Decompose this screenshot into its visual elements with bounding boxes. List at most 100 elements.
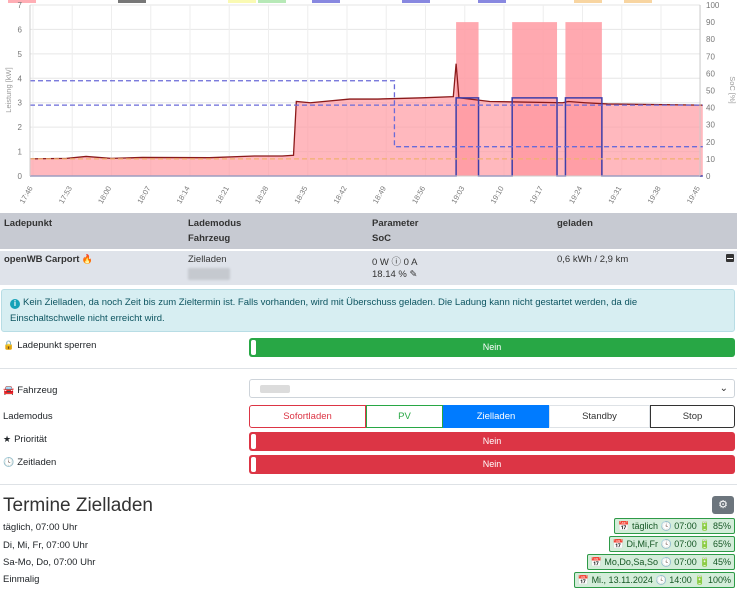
clock-icon: 🕓 [660, 521, 672, 531]
soc-step-line [30, 97, 703, 177]
divider [0, 484, 737, 485]
vehicle-label: 🚘 Fahrzeug [3, 385, 58, 396]
clock-icon: 🕓 [655, 575, 667, 585]
timed-toggle[interactable]: Nein [249, 455, 735, 474]
timed-label: 🕓 Zeitladen [3, 457, 57, 468]
x-tick-label: 18:28 [253, 185, 270, 206]
schedule-line: Sa-Mo, Do, 07:00 Uhr [3, 557, 96, 568]
mode-stop-button[interactable]: Stop [650, 405, 735, 428]
mode-pv-button[interactable]: PV [366, 405, 443, 428]
y-tick-label: 0 [18, 172, 23, 181]
legend-swatch [8, 0, 36, 3]
y2-tick-label: 10 [706, 155, 715, 164]
power-area [30, 63, 703, 176]
clock-icon: 🕓 [660, 557, 672, 567]
legend-swatch [574, 0, 602, 3]
car-icon: 🚘 [3, 385, 15, 395]
legend-swatch [258, 0, 286, 3]
row-charged: 0,6 kWh / 2,9 km [557, 254, 629, 265]
header-fahrzeug: Fahrzeug [188, 233, 231, 244]
mode-standby-button[interactable]: Standby [549, 405, 650, 428]
x-tick-label: 19:31 [606, 185, 623, 206]
toggle-knob [251, 340, 256, 355]
y2-tick-label: 80 [706, 35, 715, 44]
schedule-badge[interactable]: 📅 Di,Mi,Fr 🕓 07:00 🔋 65% [608, 536, 735, 552]
x-tick-label: 18:07 [135, 185, 152, 206]
toggle-knob [251, 434, 256, 449]
collapse-icon[interactable] [726, 254, 734, 262]
legend-swatch [478, 0, 506, 3]
legend-swatch [118, 0, 146, 3]
y-tick-label: 4 [18, 74, 23, 83]
schedule-badge[interactable]: 📅 Mi., 13.11.2024 🕓 14:00 🔋 100% [573, 572, 735, 588]
mode-label: Lademodus [3, 411, 53, 422]
y2-tick-label: 0 [706, 172, 711, 181]
schedule-badge[interactable]: 📅 Mo,Do,Sa,So 🕓 07:00 🔋 45% [586, 554, 735, 570]
row-mode: Zielladen [188, 254, 227, 265]
legend-swatch [312, 0, 340, 3]
y-axis-title: Leistung [kW] [4, 67, 13, 112]
row-parameter: 0 W ⓘ 0 A [372, 257, 418, 268]
vehicle-name-blurred [188, 268, 230, 280]
mode-zielladen-button[interactable]: Zielladen [443, 405, 549, 428]
y2-tick-label: 30 [706, 121, 715, 130]
chevron-down-icon: ⌄ [719, 383, 728, 394]
star-icon: ★ [3, 434, 12, 444]
x-tick-label: 19:03 [449, 185, 466, 206]
x-tick-label: 18:21 [214, 185, 231, 206]
row-soc: 18.14 % ✎ [372, 269, 418, 280]
y-tick-label: 3 [18, 99, 23, 108]
y-tick-label: 1 [18, 148, 23, 157]
lock-icon: 🔒 [3, 340, 15, 350]
x-tick-label: 19:17 [528, 185, 545, 206]
mode-sofortladen-button[interactable]: Sofortladen [249, 405, 366, 428]
x-tick-label: 18:00 [96, 185, 113, 206]
legend-swatch [228, 0, 256, 3]
x-tick-label: 17:53 [57, 185, 74, 206]
x-tick-label: 19:24 [567, 185, 584, 206]
vehicle-select[interactable]: ⌄ [249, 379, 735, 398]
header-lademodus: Lademodus [188, 218, 242, 229]
x-tick-label: 18:35 [292, 185, 309, 206]
flame-icon: 🔥 [81, 254, 93, 264]
lock-label: 🔒 Ladepunkt sperren [3, 340, 97, 351]
chargepoint-name: openWB Carport 🔥 [4, 254, 93, 265]
x-tick-label: 19:38 [646, 185, 663, 206]
y-tick-label: 7 [18, 1, 23, 10]
car-battery-icon: 🔋 [699, 557, 711, 567]
info-icon: i [10, 299, 20, 309]
power-chart: 0 1 2 3 4 5 6 7 0 10 20 30 40 50 60 70 80 90 100 Leistung [… [0, 0, 737, 213]
schedule-title: Termine Zielladen [3, 495, 153, 516]
y2-tick-label: 60 [706, 69, 715, 78]
edit-icon[interactable]: ✎ [409, 269, 418, 280]
x-tick-label: 18:56 [410, 185, 427, 206]
car-battery-icon: 🔋 [699, 539, 711, 549]
table-header: Ladepunkt Lademodus Fahrzeug Parameter S… [0, 213, 737, 249]
power-line [29, 63, 703, 160]
priority-toggle[interactable]: Nein [249, 432, 735, 451]
y2-tick-label: 50 [706, 87, 715, 96]
settings-gear-icon[interactable]: ⚙ [712, 496, 734, 514]
alert-text-2: Einschaltschwelle nicht erreicht wird. [10, 313, 165, 324]
priority-label: ★ Priorität [3, 434, 47, 445]
y-tick-label: 6 [18, 25, 23, 34]
y2-tick-label: 100 [706, 1, 720, 10]
legend-swatch [624, 0, 652, 3]
divider [0, 368, 737, 369]
header-soc: SoC [372, 233, 391, 244]
blue-dashed-line [30, 80, 703, 148]
x-tick-label: 18:14 [175, 185, 192, 206]
x-tick-label: 19:45 [685, 185, 702, 206]
schedule-badge[interactable]: 📅 täglich 🕓 07:00 🔋 85% [614, 518, 735, 534]
x-tick-label: 19:10 [489, 185, 506, 206]
header-geladen: geladen [557, 218, 593, 229]
header-parameter: Parameter [372, 218, 419, 229]
chargepoint-row[interactable]: openWB Carport 🔥 Zielladen 0 W ⓘ 0 A 18.1… [0, 251, 737, 285]
car-battery-icon: 🔋 [694, 575, 706, 585]
schedule-line: täglich, 07:00 Uhr [3, 522, 78, 533]
lock-toggle[interactable]: Nein [249, 338, 735, 357]
x-tick-label: 18:49 [371, 185, 388, 206]
alert-text-1: Kein Zielladen, da noch Zeit bis zum Zie… [23, 297, 638, 308]
schedule-line: Einmalig [3, 574, 40, 585]
